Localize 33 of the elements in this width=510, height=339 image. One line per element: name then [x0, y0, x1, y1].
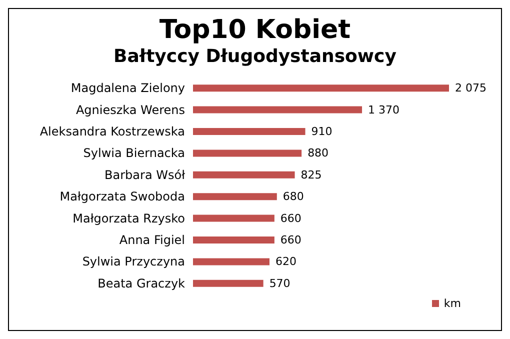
data-label: 570: [269, 276, 290, 290]
legend-label: km: [444, 297, 461, 310]
y-tick-label: Sylwia Biernacka: [83, 146, 185, 160]
bar: [193, 193, 277, 200]
data-label: 2 075: [455, 82, 486, 95]
y-tick-label: Sylwia Przyczyna: [82, 254, 185, 269]
data-label: 660: [280, 212, 302, 225]
y-tick-label: Beata Graczyk: [98, 276, 186, 290]
bar: [193, 150, 302, 157]
bar: [193, 171, 295, 178]
bar: [193, 84, 449, 92]
data-label: 910: [311, 124, 332, 138]
y-tick-label: Małgorzata Rzysko: [72, 211, 185, 226]
chart-subtitle: Bałtyccy Długodystansowcy: [112, 45, 398, 69]
y-tick-label: Aleksandra Kostrzewska: [40, 124, 185, 139]
bar: [193, 280, 264, 287]
data-label: 620: [275, 255, 296, 268]
data-label: 1 370: [368, 103, 400, 116]
bar: [193, 128, 306, 135]
y-tick-label: Barbara Wsół: [104, 168, 186, 182]
y-tick-label: Magdalena Zielony: [70, 81, 185, 96]
chart-title: Top10 Kobiet: [158, 15, 352, 45]
data-label: 660: [280, 233, 302, 246]
bar: [193, 258, 270, 266]
data-label: 825: [300, 168, 322, 182]
y-tick-label: Agnieszka Werens: [76, 102, 185, 117]
data-label: 880: [308, 146, 329, 160]
data-label: 680: [282, 190, 304, 204]
y-tick-label: Małgorzata Swoboda: [60, 190, 185, 204]
bar: [193, 236, 274, 244]
y-tick-label: Anna Figiel: [119, 233, 185, 248]
bar: [193, 106, 362, 114]
bar: [193, 214, 274, 222]
